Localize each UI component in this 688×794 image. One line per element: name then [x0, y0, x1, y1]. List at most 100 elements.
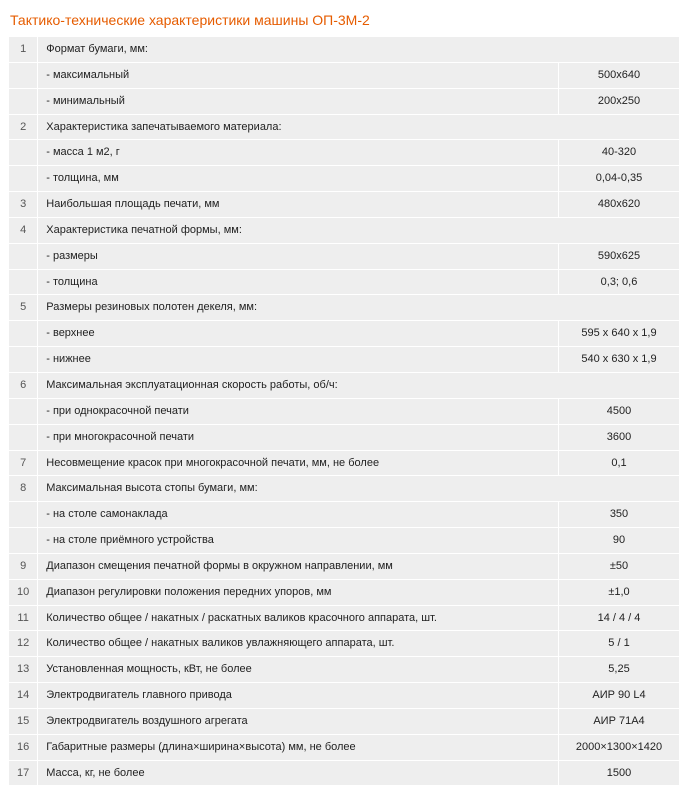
row-value: 14 / 4 / 4	[559, 606, 679, 631]
row-value: 540 х 630 х 1,9	[559, 347, 679, 372]
row-number: 14	[9, 683, 37, 708]
table-row: 1Формат бумаги, мм:	[9, 37, 679, 62]
row-value: 90	[559, 528, 679, 553]
table-row: - верхнее595 х 640 х 1,9	[9, 321, 679, 346]
row-label: - верхнее	[38, 321, 558, 346]
row-value: 3600	[559, 425, 679, 450]
table-row: 9Диапазон смещения печатной формы в окру…	[9, 554, 679, 579]
table-row: - минимальный200х250	[9, 89, 679, 114]
row-label: Габаритные размеры (длина×ширина×высота)…	[38, 735, 558, 760]
row-number	[9, 63, 37, 88]
row-number: 5	[9, 295, 37, 320]
table-row: 8Максимальная высота стопы бумаги, мм:	[9, 476, 679, 501]
row-label: Характеристика печатной формы, мм:	[38, 218, 679, 243]
row-number: 2	[9, 115, 37, 140]
row-label: Максимальная высота стопы бумаги, мм:	[38, 476, 679, 501]
row-number: 16	[9, 735, 37, 760]
row-value: АИР 71А4	[559, 709, 679, 734]
table-row: 2Характеристика запечатываемого материал…	[9, 115, 679, 140]
row-number	[9, 270, 37, 295]
row-value: 4500	[559, 399, 679, 424]
row-number: 10	[9, 580, 37, 605]
row-value: 350	[559, 502, 679, 527]
row-value: АИР 90 L4	[559, 683, 679, 708]
row-number: 4	[9, 218, 37, 243]
table-row: - при однокрасочной печати4500	[9, 399, 679, 424]
table-row: 17Масса, кг, не более1500	[9, 761, 679, 786]
row-label: - при многокрасочной печати	[38, 425, 558, 450]
row-value: 480х620	[559, 192, 679, 217]
row-label: Максимальная эксплуатационная скорость р…	[38, 373, 679, 398]
row-label: - на столе приёмного устройства	[38, 528, 558, 553]
table-row: - нижнее540 х 630 х 1,9	[9, 347, 679, 372]
table-row: - максимальный500х640	[9, 63, 679, 88]
row-label: Характеристика запечатываемого материала…	[38, 115, 679, 140]
row-label: - максимальный	[38, 63, 558, 88]
row-label: - при однокрасочной печати	[38, 399, 558, 424]
row-number	[9, 502, 37, 527]
row-label: Несовмещение красок при многокрасочной п…	[38, 451, 558, 476]
table-row: 14Электродвигатель главного приводаАИР 9…	[9, 683, 679, 708]
row-number	[9, 89, 37, 114]
row-label: Электродвигатель главного привода	[38, 683, 558, 708]
row-value: 0,04-0,35	[559, 166, 679, 191]
spec-table: 1Формат бумаги, мм:- максимальный500х640…	[8, 36, 680, 786]
row-number: 1	[9, 37, 37, 62]
row-number: 8	[9, 476, 37, 501]
row-label: Наибольшая площадь печати, мм	[38, 192, 558, 217]
row-value: 0,3; 0,6	[559, 270, 679, 295]
table-row: 6Максимальная эксплуатационная скорость …	[9, 373, 679, 398]
table-row: - толщина0,3; 0,6	[9, 270, 679, 295]
row-label: - толщина, мм	[38, 166, 558, 191]
row-number: 3	[9, 192, 37, 217]
table-row: 4Характеристика печатной формы, мм:	[9, 218, 679, 243]
row-value: 590х625	[559, 244, 679, 269]
row-number: 9	[9, 554, 37, 579]
table-row: - на столе самонаклада350	[9, 502, 679, 527]
row-label: - на столе самонаклада	[38, 502, 558, 527]
row-label: - масса 1 м2, г	[38, 140, 558, 165]
row-label: Количество общее / накатных валиков увла…	[38, 631, 558, 656]
row-label: Установленная мощность, кВт, не более	[38, 657, 558, 682]
table-row: - толщина, мм0,04-0,35	[9, 166, 679, 191]
row-number: 15	[9, 709, 37, 734]
row-value: ±1,0	[559, 580, 679, 605]
table-row: 16Габаритные размеры (длина×ширина×высот…	[9, 735, 679, 760]
row-label: - минимальный	[38, 89, 558, 114]
row-value: 200х250	[559, 89, 679, 114]
table-row: - размеры590х625	[9, 244, 679, 269]
table-row: 15Электродвигатель воздушного агрегатаАИ…	[9, 709, 679, 734]
row-number	[9, 244, 37, 269]
table-row: - при многокрасочной печати3600	[9, 425, 679, 450]
row-label: - размеры	[38, 244, 558, 269]
row-label: Диапазон смещения печатной формы в окруж…	[38, 554, 558, 579]
row-value: ±50	[559, 554, 679, 579]
table-row: - на столе приёмного устройства90	[9, 528, 679, 553]
table-row: 5Размеры резиновых полотен декеля, мм:	[9, 295, 679, 320]
row-label: - нижнее	[38, 347, 558, 372]
row-label: Формат бумаги, мм:	[38, 37, 679, 62]
row-value: 2000×1300×1420	[559, 735, 679, 760]
row-number	[9, 321, 37, 346]
row-number	[9, 347, 37, 372]
row-value: 500х640	[559, 63, 679, 88]
row-number	[9, 140, 37, 165]
row-number: 7	[9, 451, 37, 476]
row-number: 17	[9, 761, 37, 786]
row-label: Диапазон регулировки положения передних …	[38, 580, 558, 605]
row-number: 13	[9, 657, 37, 682]
row-value: 5 / 1	[559, 631, 679, 656]
row-label: Количество общее / накатных / раскатных …	[38, 606, 558, 631]
row-number: 6	[9, 373, 37, 398]
table-row: 13Установленная мощность, кВт, не более5…	[9, 657, 679, 682]
table-row: - масса 1 м2, г40-320	[9, 140, 679, 165]
row-value: 1500	[559, 761, 679, 786]
row-label: Размеры резиновых полотен декеля, мм:	[38, 295, 679, 320]
table-row: 10Диапазон регулировки положения передни…	[9, 580, 679, 605]
page-title: Тактико-технические характеристики машин…	[10, 12, 680, 28]
table-row: 12Количество общее / накатных валиков ув…	[9, 631, 679, 656]
table-row: 7Несовмещение красок при многокрасочной …	[9, 451, 679, 476]
row-number: 12	[9, 631, 37, 656]
row-number	[9, 166, 37, 191]
table-row: 3Наибольшая площадь печати, мм480х620	[9, 192, 679, 217]
